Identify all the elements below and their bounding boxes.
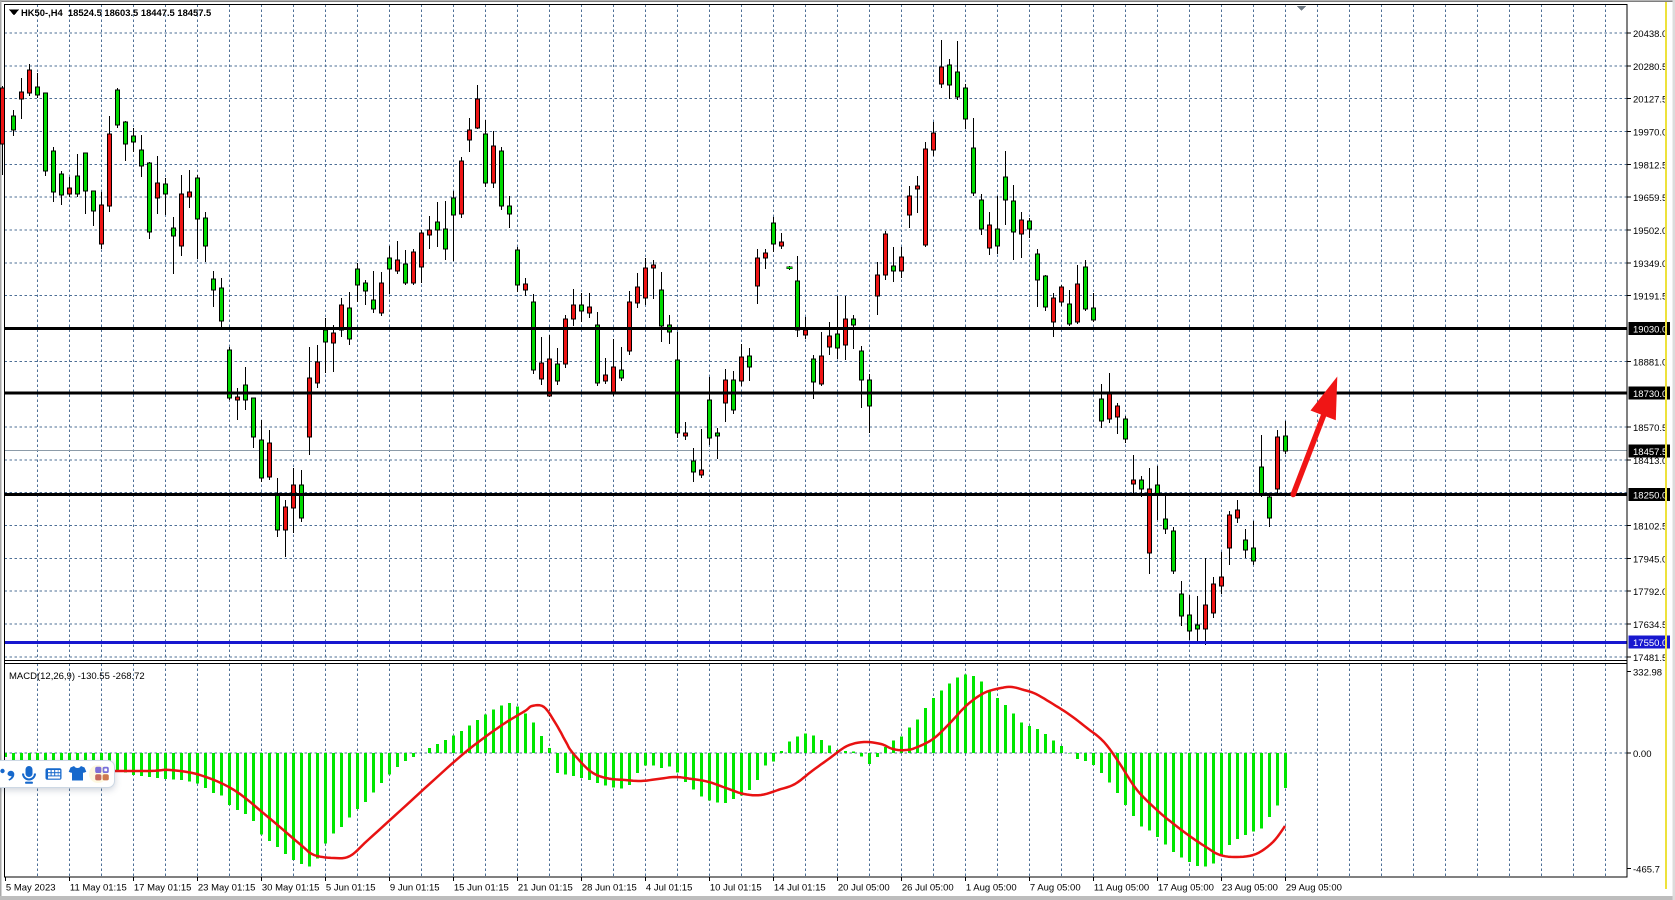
svg-text:17945.0: 17945.0 [1633,554,1667,565]
svg-text:17550.0: 17550.0 [1633,638,1667,649]
svg-text:5 May 2023: 5 May 2023 [6,883,56,894]
svg-text:19659.5: 19659.5 [1633,193,1667,204]
svg-text:18570.5: 18570.5 [1633,423,1667,434]
svg-text:10 Jul 01:15: 10 Jul 01:15 [710,883,762,894]
svg-text:23 May 01:15: 23 May 01:15 [198,883,256,894]
svg-text:14 Jul 01:15: 14 Jul 01:15 [774,883,826,894]
svg-text:9 Jun 01:15: 9 Jun 01:15 [390,883,440,894]
svg-text:19030.0: 19030.0 [1633,325,1667,336]
svg-text:17 Aug 05:00: 17 Aug 05:00 [1158,883,1214,894]
svg-text:17481.5: 17481.5 [1633,653,1667,664]
svg-text:15 Jun 01:15: 15 Jun 01:15 [454,883,509,894]
svg-text:18102.5: 18102.5 [1633,522,1667,533]
svg-text:18730.0: 18730.0 [1633,389,1667,400]
svg-text:23 Aug 05:00: 23 Aug 05:00 [1222,883,1278,894]
svg-text:20280.5: 20280.5 [1633,62,1667,73]
svg-text:MACD(12,26,9) -130.55 -268.72: MACD(12,26,9) -130.55 -268.72 [9,671,145,682]
svg-text:332.98: 332.98 [1633,668,1662,679]
svg-text:30 May 01:15: 30 May 01:15 [262,883,320,894]
svg-text:21 Jun 01:15: 21 Jun 01:15 [518,883,573,894]
svg-text:-465.7: -465.7 [1633,865,1660,876]
svg-text:28 Jun 01:15: 28 Jun 01:15 [582,883,637,894]
svg-text:19349.0: 19349.0 [1633,259,1667,270]
svg-text:19191.5: 19191.5 [1633,292,1667,303]
svg-text:11 May 01:15: 11 May 01:15 [70,883,127,894]
svg-text:19502.0: 19502.0 [1633,226,1667,237]
svg-text:19970.0: 19970.0 [1633,128,1667,139]
svg-text:7 Aug 05:00: 7 Aug 05:00 [1030,883,1081,894]
svg-text:0.00: 0.00 [1633,749,1652,760]
svg-text:20438.0: 20438.0 [1633,29,1667,40]
svg-text:17 May 01:15: 17 May 01:15 [134,883,192,894]
svg-text:20127.5: 20127.5 [1633,95,1667,106]
svg-text:18881.0: 18881.0 [1633,357,1667,368]
svg-text:20 Jul 05:00: 20 Jul 05:00 [838,883,890,894]
svg-text:19812.5: 19812.5 [1633,160,1667,171]
svg-text:17634.5: 17634.5 [1633,620,1667,631]
svg-text:5 Jun 01:15: 5 Jun 01:15 [326,883,376,894]
svg-text:18413.0: 18413.0 [1633,456,1667,467]
svg-text:11 Aug 05:00: 11 Aug 05:00 [1094,883,1149,894]
svg-text:18457.5: 18457.5 [1633,447,1667,458]
svg-text:1 Aug 05:00: 1 Aug 05:00 [966,883,1017,894]
svg-text:26 Jul 05:00: 26 Jul 05:00 [902,883,954,894]
svg-text:4 Jul 01:15: 4 Jul 01:15 [646,883,692,894]
svg-text:17792.0: 17792.0 [1633,587,1667,598]
svg-text:HK50-,H4 18524.5 18603.5 1844: HK50-,H4 18524.5 18603.5 18447.5 18457.5 [21,7,211,18]
svg-text:18250.0: 18250.0 [1633,491,1667,502]
svg-text:29 Aug 05:00: 29 Aug 05:00 [1286,883,1342,894]
